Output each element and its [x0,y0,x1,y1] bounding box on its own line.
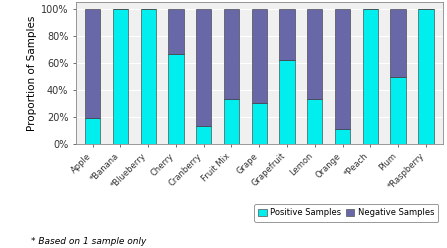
Bar [363,9,378,144]
Bar [196,126,211,144]
Bar [335,9,350,129]
Bar [307,9,322,99]
Bar [113,9,128,144]
Bar [279,60,295,144]
Bar [224,99,239,144]
Bar [169,54,184,144]
Bar [85,118,100,144]
Text: * Based on 1 sample only: * Based on 1 sample only [31,237,147,246]
Bar [140,9,156,144]
Bar [307,99,322,144]
Bar [418,9,434,144]
Bar [335,129,350,144]
Y-axis label: Proportion of Samples: Proportion of Samples [27,15,37,131]
Bar [279,9,295,60]
Bar [391,9,406,77]
Bar [224,9,239,99]
Bar [85,9,100,118]
Bar [196,9,211,126]
Bar [252,103,267,144]
Bar [391,77,406,144]
Bar [169,9,184,54]
Legend: Positive Samples, Negative Samples: Positive Samples, Negative Samples [254,204,439,222]
Bar [252,9,267,103]
